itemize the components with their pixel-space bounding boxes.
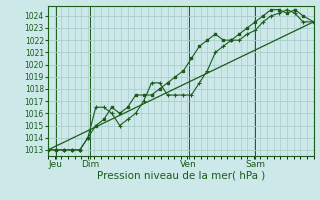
X-axis label: Pression niveau de la mer( hPa ): Pression niveau de la mer( hPa ) <box>97 171 265 181</box>
